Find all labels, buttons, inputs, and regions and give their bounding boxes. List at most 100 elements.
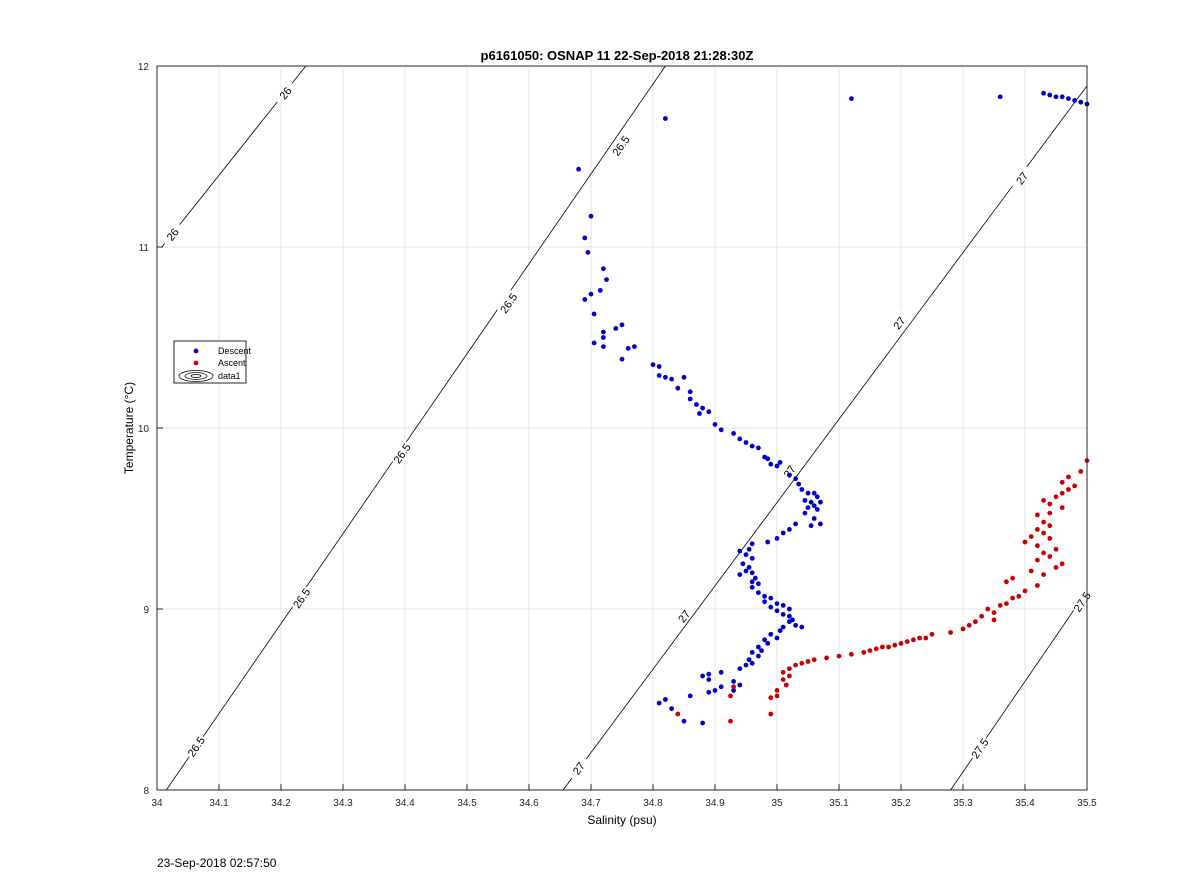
data-point-descent [774, 635, 780, 641]
data-point-descent [749, 584, 755, 590]
data-point-descent [588, 291, 594, 297]
contour-line [165, 65, 666, 791]
data-point-descent [768, 631, 774, 637]
data-point-descent [765, 539, 771, 545]
data-point-descent [765, 641, 771, 646]
legend-contour-icon [178, 370, 214, 382]
data-point-descent [582, 235, 588, 241]
data-point-descent [787, 613, 792, 619]
data-point-ascent [1059, 479, 1065, 485]
y-axis-ticks: 8 9 10 11 12 [138, 62, 163, 797]
data-point-descent [811, 490, 817, 496]
data-point-ascent [1035, 557, 1040, 563]
data-point-descent [700, 720, 705, 726]
data-point-descent [619, 356, 625, 362]
data-point-descent [818, 521, 823, 527]
data-point-ascent [911, 637, 916, 643]
data-point-ascent [929, 631, 935, 637]
data-point-descent [625, 346, 631, 351]
data-point-ascent [731, 684, 736, 690]
data-point-descent [737, 548, 743, 554]
data-point-ascent [811, 657, 817, 663]
y-tick-label: 12 [138, 62, 150, 73]
contour-label-gap [968, 735, 992, 762]
data-point-ascent [799, 660, 805, 666]
data-point-ascent [973, 619, 978, 625]
data-point-descent [700, 405, 705, 411]
data-point-ascent [787, 673, 792, 679]
data-point-descent [768, 604, 774, 610]
contour-label: 26 [165, 226, 182, 243]
data-point-descent [700, 673, 705, 679]
x-axis-label: Salinity (psu) [587, 813, 656, 827]
data-point-descent [749, 443, 755, 449]
data-point-descent [632, 344, 637, 349]
data-point-ascent [1010, 575, 1015, 581]
data-point-descent [1066, 96, 1071, 101]
data-point-descent [814, 494, 820, 500]
data-point-ascent [1066, 474, 1071, 480]
data-point-descent [749, 579, 755, 585]
x-tick-label: 34 [151, 798, 163, 809]
data-point-ascent [886, 644, 891, 650]
data-point-descent [849, 96, 854, 101]
data-point-ascent [1010, 595, 1015, 601]
data-point-descent [777, 460, 783, 465]
x-tick-label: 34.8 [643, 798, 663, 809]
data-point-descent [687, 396, 693, 402]
data-point-ascent [979, 613, 984, 619]
data-point-descent [1053, 94, 1059, 100]
data-point-descent [768, 595, 774, 601]
data-point-descent [811, 503, 817, 509]
x-tick-label: 35.2 [891, 798, 911, 809]
x-tick-label: 34.5 [457, 798, 477, 809]
data-point-descent [740, 561, 746, 567]
data-point-ascent [1041, 530, 1046, 536]
y-tick-label: 10 [138, 424, 150, 435]
data-point-descent [737, 666, 743, 672]
contour-label-gap [609, 132, 633, 159]
data-point-descent [1059, 94, 1065, 100]
data-point-descent [601, 329, 606, 335]
contour-label-gap [672, 603, 696, 630]
data-point-descent [796, 481, 802, 487]
legend-ascent-label: Ascent [218, 358, 246, 368]
data-point-ascent [898, 641, 904, 646]
data-point-descent [619, 322, 625, 328]
data-point-descent [774, 536, 780, 541]
data-point-ascent [991, 617, 997, 623]
data-point-ascent [1035, 512, 1040, 518]
data-point-descent [793, 521, 798, 527]
data-point-descent [746, 657, 752, 663]
data-point-ascent [1066, 487, 1071, 492]
contour-label-gap [289, 584, 314, 612]
data-point-ascent [873, 646, 879, 652]
data-point-descent [749, 650, 755, 655]
legend-descent-label: Descent [218, 346, 252, 356]
data-point-descent [737, 572, 743, 577]
data-point-descent [687, 389, 693, 395]
data-point-ascent [793, 662, 798, 668]
data-point-descent [780, 624, 786, 630]
data-point-ascent [849, 651, 854, 657]
contour-label-gap [1070, 588, 1094, 616]
data-point-ascent [780, 677, 786, 682]
data-point-descent [756, 581, 761, 587]
data-point-ascent [917, 635, 922, 641]
data-point-descent [1078, 99, 1084, 105]
data-point-descent [746, 546, 752, 552]
data-point-ascent [675, 711, 681, 717]
data-point-descent [780, 612, 786, 617]
data-point-descent [613, 326, 619, 331]
contour-label-gap [1009, 165, 1034, 192]
data-point-ascent [824, 655, 829, 661]
x-tick-label: 35 [771, 798, 783, 809]
data-point-ascent [836, 653, 842, 659]
legend-data1-label: data1 [218, 371, 241, 381]
data-point-ascent [1028, 568, 1034, 574]
data-point-descent [585, 250, 591, 255]
data-point-ascent [1004, 601, 1009, 606]
data-point-ascent [783, 682, 789, 688]
legend-box [173, 340, 247, 384]
data-point-descent [787, 619, 792, 625]
